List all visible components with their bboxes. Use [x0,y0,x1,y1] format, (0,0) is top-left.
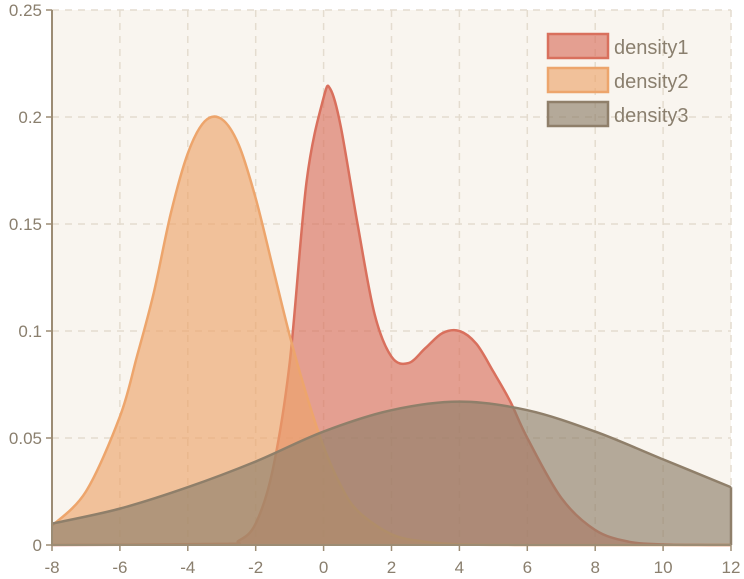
legend-label-density2: density2 [614,71,689,93]
legend-swatch-density3 [546,100,610,128]
x-tick-label: -6 [112,558,127,577]
y-tick-label: 0 [33,536,42,555]
line-density3 [51,400,732,525]
legend-swatch-density1 [546,32,610,60]
y-tick-label: 0.05 [9,429,42,448]
x-tick-label: 8 [590,558,599,577]
x-tick-label: 10 [654,558,673,577]
y-tick-label: 0.15 [9,215,42,234]
y-tick-label: 0.1 [18,322,42,341]
legend-swatch-density2 [546,66,610,94]
x-tick-label: -2 [248,558,263,577]
x-tick-label: 6 [523,558,532,577]
legend-label-density3: density3 [614,105,689,127]
x-tick-label: 12 [722,558,741,577]
density-areas [51,84,733,547]
x-tick-label: 4 [455,558,464,577]
axis-ticks: -8 -6 -4 -2 0 2 4 6 8 10 12 0 0.05 0.1 0.15 0.2 0.25 [9,1,741,577]
legend-label-density1: density1 [614,37,689,59]
area-density2 [52,116,731,546]
x-tick-label: -4 [180,558,195,577]
x-tick-label: -8 [44,558,59,577]
area-density3 [52,401,731,545]
y-tick-label: 0.25 [9,1,42,20]
x-tick-label: 2 [387,558,396,577]
x-tick-label: 0 [319,558,328,577]
y-tick-label: 0.2 [18,108,42,127]
legend: density1 density2 density3 [546,32,689,128]
